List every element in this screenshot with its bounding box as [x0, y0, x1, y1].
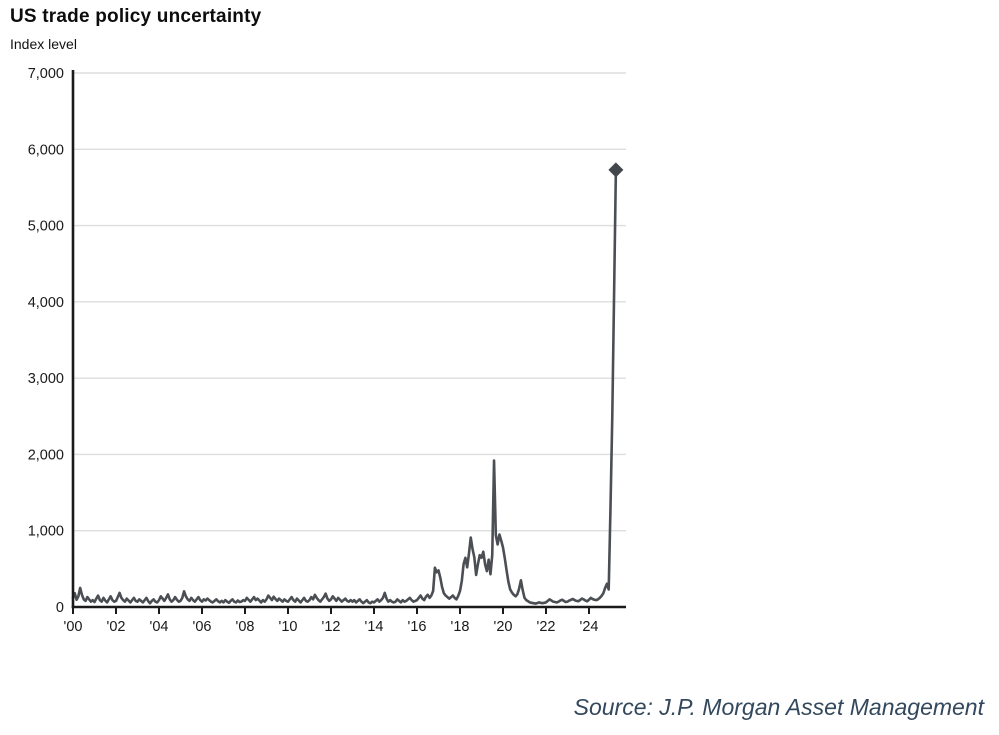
y-tick-label: 6,000 — [28, 142, 64, 158]
x-tick-label: '14 — [365, 619, 384, 635]
y-tick-label: 5,000 — [28, 219, 64, 235]
y-tick-label: 3,000 — [28, 371, 64, 387]
chart-title: US trade policy uncertainty — [10, 6, 262, 27]
x-tick-label: '12 — [322, 619, 341, 635]
x-tick-label: '20 — [494, 619, 513, 635]
x-tick-label: '24 — [580, 619, 599, 635]
y-tick-label: 7,000 — [28, 66, 64, 82]
x-tick-label: '18 — [451, 619, 470, 635]
x-tick-label: '16 — [408, 619, 427, 635]
x-tick-label: '08 — [236, 619, 255, 635]
y-tick-label: 0 — [56, 600, 64, 616]
x-tick-label: '04 — [150, 619, 169, 635]
x-tick-label: '06 — [193, 619, 212, 635]
x-tick-label: '02 — [107, 619, 126, 635]
latest-point-marker — [608, 162, 624, 178]
source-attribution: Source: J.P. Morgan Asset Management — [573, 694, 984, 720]
y-tick-label: 2,000 — [28, 447, 64, 463]
x-tick-label: '10 — [279, 619, 298, 635]
chart-y-axis-unit-label: Index level — [10, 36, 77, 52]
x-tick-label: '22 — [537, 619, 556, 635]
series-line — [71, 168, 618, 605]
y-tick-label: 4,000 — [28, 295, 64, 311]
y-tick-label: 1,000 — [28, 524, 64, 540]
x-tick-label: '00 — [64, 619, 83, 635]
